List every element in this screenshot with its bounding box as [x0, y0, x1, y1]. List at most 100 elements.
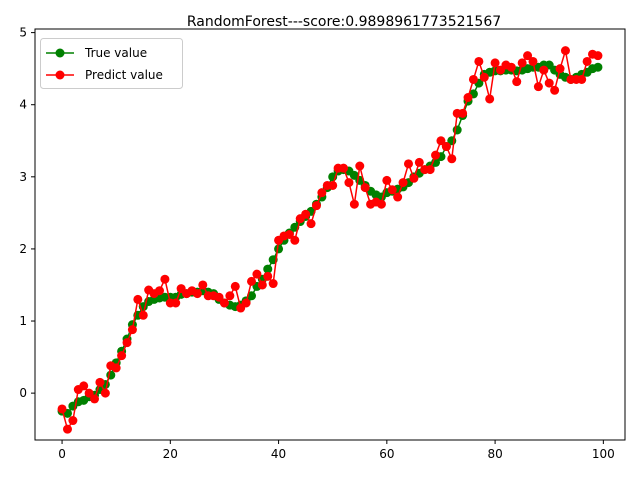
data-point: [463, 93, 473, 102]
data-point: [247, 276, 257, 286]
data-point: [311, 201, 321, 211]
y-tick-label: 2: [19, 242, 27, 256]
data-point: [133, 294, 143, 304]
series-predict-value: [57, 46, 603, 434]
data-point: [90, 394, 100, 404]
data-point: [328, 180, 338, 190]
data-point: [306, 219, 316, 229]
data-point: [274, 244, 284, 254]
data-point: [198, 280, 208, 290]
data-point: [436, 136, 446, 146]
data-point: [62, 424, 72, 434]
data-point: [403, 159, 413, 169]
data-point: [593, 62, 603, 72]
data-point: [539, 65, 549, 75]
data-point: [160, 274, 170, 284]
data-point: [122, 338, 132, 348]
data-point: [268, 279, 278, 289]
data-point: [155, 286, 164, 296]
data-point: [355, 161, 365, 171]
y-tick-label: 5: [19, 26, 27, 40]
data-point: [68, 416, 78, 426]
data-point: [360, 183, 370, 193]
data-point: [506, 62, 516, 72]
data-point: [441, 142, 451, 152]
data-point: [512, 77, 522, 87]
data-point: [230, 281, 240, 291]
data-point: [111, 363, 121, 373]
data-point: [425, 165, 435, 175]
data-point: [393, 192, 403, 202]
data-point: [479, 72, 489, 82]
data-point: [317, 188, 327, 198]
x-tick-label: 80: [487, 447, 502, 461]
data-point: [171, 298, 181, 308]
data-point: [376, 199, 386, 209]
x-tick-label: 60: [379, 447, 394, 461]
plot-area-frame: [34, 28, 626, 441]
data-point: [241, 298, 251, 308]
data-point: [284, 230, 294, 239]
data-point: [117, 351, 127, 361]
data-point: [127, 325, 137, 335]
data-point: [349, 199, 359, 209]
data-point: [84, 388, 94, 398]
data-point: [214, 292, 224, 302]
data-point: [474, 56, 484, 66]
x-tick-label: 100: [592, 447, 615, 461]
data-point: [398, 178, 408, 188]
x-tick-label: 0: [58, 447, 66, 461]
legend-swatch-marker: [55, 48, 65, 58]
data-point: [577, 74, 587, 84]
data-point: [252, 269, 262, 279]
data-point: [452, 125, 462, 135]
chart-title: RandomForest---score:0.9898961773521567: [187, 14, 501, 30]
data-point: [409, 173, 419, 183]
data-point: [447, 154, 457, 164]
series-layer: [57, 46, 603, 434]
data-point: [95, 377, 105, 387]
data-point: [533, 82, 543, 92]
data-point: [301, 209, 311, 219]
data-point: [382, 175, 392, 185]
legend-label-true-value: True value: [84, 46, 147, 60]
data-point: [485, 94, 495, 104]
data-point: [555, 64, 565, 74]
data-point: [247, 291, 257, 301]
x-tick-label: 20: [163, 447, 178, 461]
axis-layer: 0 20 40 60 80 100 0 1 2 3 4 5: [19, 26, 614, 461]
data-point: [257, 280, 267, 290]
data-point: [263, 271, 273, 281]
y-tick-label: 1: [19, 314, 27, 328]
y-tick-label: 4: [19, 98, 27, 112]
data-point: [339, 163, 349, 173]
data-point: [225, 291, 235, 301]
legend: True value Predict value: [40, 38, 183, 89]
data-point: [290, 235, 300, 245]
data-point: [517, 58, 527, 68]
data-point: [582, 56, 592, 66]
data-point: [490, 58, 500, 68]
data-point: [468, 74, 478, 84]
data-point: [219, 298, 229, 308]
legend-swatch-marker: [55, 70, 65, 80]
data-point: [79, 381, 89, 391]
data-point: [550, 85, 560, 95]
data-point: [138, 310, 148, 320]
data-point: [593, 51, 603, 61]
data-point: [57, 404, 67, 414]
data-point: [544, 78, 554, 88]
legend-box: [40, 38, 183, 89]
x-tick-label: 40: [271, 447, 286, 461]
data-point: [523, 51, 533, 61]
data-point: [387, 185, 397, 195]
data-point: [263, 264, 273, 274]
legend-label-predict-value: Predict value: [85, 68, 163, 82]
data-point: [528, 56, 538, 66]
data-point: [344, 178, 354, 188]
data-point: [431, 150, 441, 160]
data-point: [560, 46, 570, 56]
data-point: [458, 108, 468, 118]
data-point: [100, 388, 110, 398]
